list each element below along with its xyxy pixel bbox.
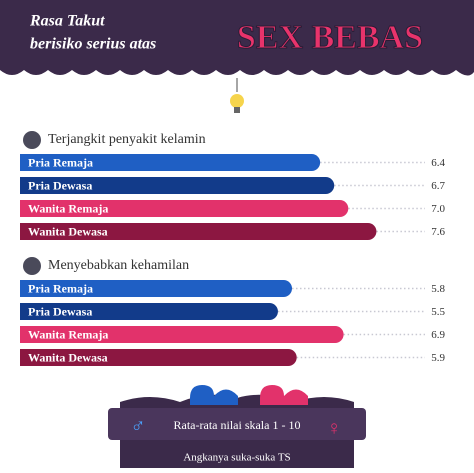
value-label: 5.9	[431, 352, 445, 364]
value-label: 5.5	[431, 306, 445, 318]
header-highlight: SEX BEBAS	[237, 19, 423, 56]
bar	[20, 177, 335, 194]
header-band	[0, 0, 474, 70]
header-scallop	[0, 70, 474, 76]
value-label: 6.7	[431, 180, 445, 192]
bar	[20, 200, 349, 217]
charts: Terjangkit penyakit kelamin Pria Remaja 6.…	[20, 131, 446, 366]
bar	[20, 303, 278, 320]
pillow-heart	[190, 385, 238, 405]
footer-credit: Angkanya suka-suka TS	[183, 452, 290, 464]
bar-flat	[20, 280, 30, 297]
value-label: 7.0	[431, 203, 445, 215]
bar	[20, 326, 344, 343]
bar-label: Pria Remaja	[28, 281, 93, 295]
bar-label: Wanita Dewasa	[28, 350, 108, 364]
footer-caption: Rata-rata nilai skala 1 - 10	[174, 418, 301, 432]
value-label: 6.4	[431, 157, 445, 169]
bar-flat	[20, 223, 30, 240]
female-icon: ♀	[327, 418, 342, 440]
bar	[20, 349, 297, 366]
bar-label: Pria Dewasa	[28, 304, 92, 318]
group-title: Terjangkit penyakit kelamin	[48, 132, 206, 147]
bar-flat	[20, 177, 30, 194]
pillow-heart	[260, 385, 308, 405]
header-title: Rasa Takut	[29, 13, 105, 30]
group-title: Menyebabkan kehamilan	[48, 258, 189, 273]
bar-label: Wanita Remaja	[28, 201, 108, 215]
bar-label: Pria Dewasa	[28, 178, 92, 192]
bar-label: Wanita Dewasa	[28, 224, 108, 238]
bar-flat	[20, 303, 30, 320]
header-title: berisiko serius atas	[30, 36, 156, 53]
bar-flat	[20, 326, 30, 343]
bar	[20, 154, 321, 171]
group-icon	[23, 131, 41, 149]
group-icon	[23, 257, 41, 275]
bar	[20, 223, 377, 240]
value-label: 5.8	[431, 283, 445, 295]
bar-flat	[20, 200, 30, 217]
bar-label: Wanita Remaja	[28, 327, 108, 341]
male-icon: ♂	[131, 416, 146, 438]
bulb	[230, 94, 244, 108]
value-label: 6.9	[431, 329, 445, 341]
bar	[20, 280, 293, 297]
bulb-base	[234, 107, 240, 113]
bar-flat	[20, 154, 30, 171]
bar-flat	[20, 349, 30, 366]
bar-label: Pria Remaja	[28, 155, 93, 169]
bed-board	[108, 408, 366, 440]
value-label: 7.6	[431, 226, 445, 238]
